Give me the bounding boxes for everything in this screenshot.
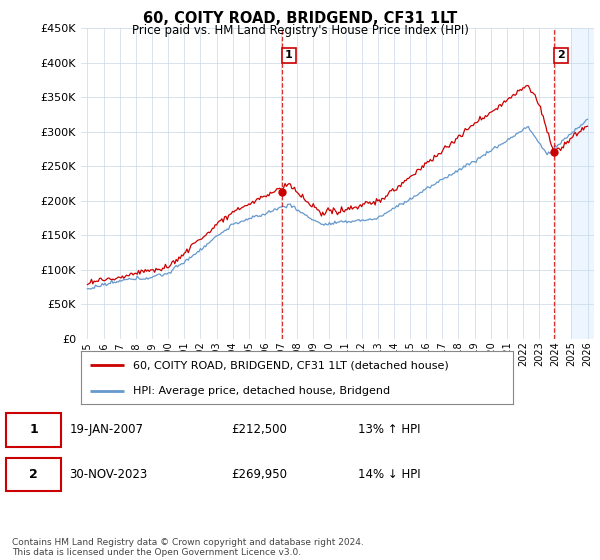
Text: 60, COITY ROAD, BRIDGEND, CF31 1LT (detached house): 60, COITY ROAD, BRIDGEND, CF31 1LT (deta… — [133, 361, 449, 371]
Text: Price paid vs. HM Land Registry's House Price Index (HPI): Price paid vs. HM Land Registry's House … — [131, 24, 469, 36]
Text: 1: 1 — [285, 50, 293, 60]
Text: 19-JAN-2007: 19-JAN-2007 — [70, 423, 143, 436]
Text: £212,500: £212,500 — [231, 423, 287, 436]
Text: HPI: Average price, detached house, Bridgend: HPI: Average price, detached house, Brid… — [133, 386, 390, 396]
Text: Contains HM Land Registry data © Crown copyright and database right 2024.
This d: Contains HM Land Registry data © Crown c… — [12, 538, 364, 557]
Text: 1: 1 — [29, 423, 38, 436]
FancyBboxPatch shape — [6, 413, 61, 447]
Text: 13% ↑ HPI: 13% ↑ HPI — [358, 423, 420, 436]
Text: 2: 2 — [29, 468, 38, 481]
Text: 60, COITY ROAD, BRIDGEND, CF31 1LT: 60, COITY ROAD, BRIDGEND, CF31 1LT — [143, 11, 457, 26]
Text: 2: 2 — [557, 50, 565, 60]
Text: 30-NOV-2023: 30-NOV-2023 — [70, 468, 148, 481]
Text: £269,950: £269,950 — [231, 468, 287, 481]
FancyBboxPatch shape — [6, 458, 61, 492]
Bar — [571, 28, 596, 339]
Text: 14% ↓ HPI: 14% ↓ HPI — [358, 468, 420, 481]
